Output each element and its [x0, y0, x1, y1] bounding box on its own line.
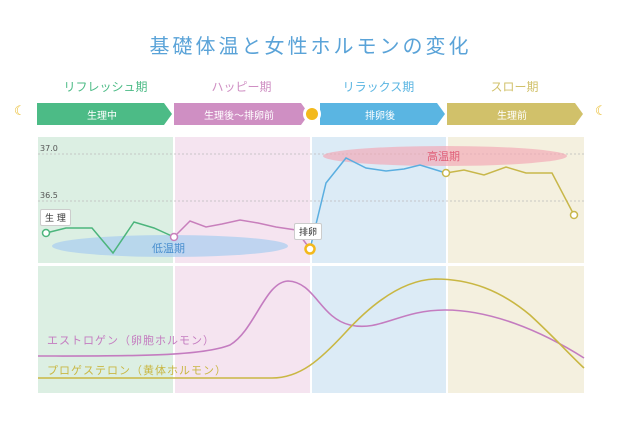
bg-happy-bottom: [175, 266, 310, 393]
high-temp-label: 高温期: [427, 150, 460, 163]
temp-point-ovulation: [304, 243, 316, 255]
progesterone-curve: [38, 278, 585, 379]
bg-refresh-bottom: [38, 266, 173, 393]
temp-line-slow: [445, 166, 575, 216]
bg-slow-bottom: [448, 266, 584, 393]
period-tag: 生 理: [40, 209, 71, 226]
estrogen-label: エストロゲン（卵胞ホルモン）: [47, 334, 215, 347]
progesterone-label: プロゲステロン（黄体ホルモン）: [47, 364, 227, 377]
temp-line-happy: [173, 219, 311, 250]
axis-label-37: 37.0: [40, 144, 58, 153]
high-temp-ellipse: [323, 146, 567, 166]
moon-icon-right: ☾: [595, 104, 607, 119]
phase-arrow-relax: [320, 103, 445, 125]
phase-arrow-refresh: [37, 103, 172, 125]
temp-line-relax: [309, 157, 447, 250]
moon-icon-left: ☾: [14, 104, 26, 119]
low-temp-label: 低温期: [152, 242, 185, 255]
temp-point-start: [41, 228, 51, 238]
estrogen-curve: [37, 280, 585, 359]
bg-relax-bottom: [312, 266, 446, 393]
phase-bar-label-slow: 生理前: [497, 110, 527, 122]
phase-name-relax: リラックス期: [342, 80, 415, 94]
temp-point-happy-start: [169, 232, 179, 242]
phase-bar-label-happy: 生理後～排卵前: [204, 110, 274, 122]
ovulation-sun-core: [306, 108, 318, 120]
phase-bar-label-relax: 排卵後: [365, 110, 395, 122]
temp-point-end: [569, 210, 579, 220]
phase-name-slow: スロー期: [490, 80, 539, 94]
phase-arrow-happy: [174, 103, 309, 125]
axis-label-365: 36.5: [40, 191, 58, 200]
page-title: 基礎体温と女性ホルモンの変化: [149, 34, 472, 58]
temp-point-slow-start: [441, 168, 451, 178]
temp-line-refresh: [45, 221, 175, 255]
phase-bar-label-refresh: 生理中: [87, 110, 117, 122]
phase-name-refresh: リフレッシュ期: [63, 80, 148, 94]
phase-name-happy: ハッピー期: [211, 80, 272, 94]
ovulation-tag: 排卵: [294, 223, 323, 240]
phase-arrow-slow: [447, 103, 583, 125]
